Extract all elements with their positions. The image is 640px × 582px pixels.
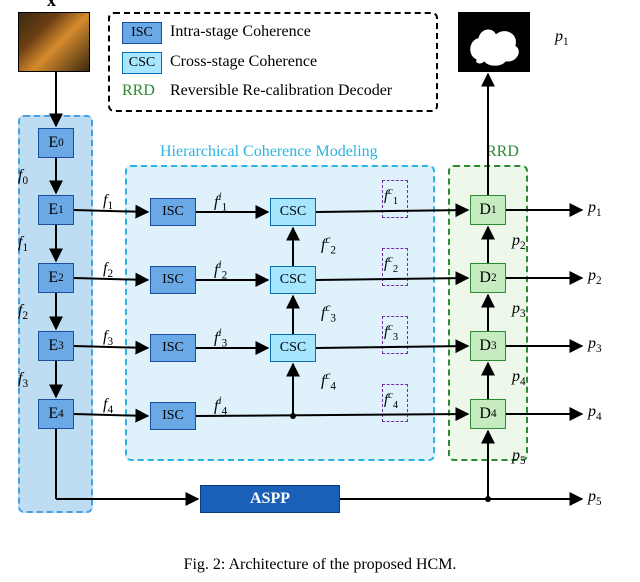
hcm-title: Hierarchical Coherence Modeling	[160, 143, 378, 161]
fc4-vert-label: fc4	[321, 370, 336, 393]
csc-3: CSC	[270, 334, 316, 362]
isc-4: ISC	[150, 402, 196, 430]
figure-caption: Fig. 2: Architecture of the proposed HCM…	[0, 556, 640, 574]
legend-csc-icon: CSC	[122, 52, 162, 74]
legend-rrd-code: RRD	[122, 82, 155, 100]
fc2-label: fc2	[384, 254, 398, 275]
p2-vert-label: p2	[512, 232, 526, 252]
fc4-label: fc4	[384, 390, 398, 411]
csc-2: CSC	[270, 266, 316, 294]
p3-vert-label: p3	[512, 300, 526, 320]
fi3-label: fi3	[214, 327, 227, 350]
isc-2: ISC	[150, 266, 196, 294]
fi4-label: fi4	[214, 395, 227, 418]
p2-right-label: p2	[588, 267, 602, 287]
f4-right-label: f4	[103, 396, 113, 416]
p1-right-label: p1	[588, 199, 602, 219]
fc2-vert-label: fc2	[321, 234, 336, 257]
p3-right-label: p3	[588, 335, 602, 355]
encoder-E3: E3	[38, 331, 74, 361]
f1-enc-label: f1	[18, 234, 28, 254]
legend-isc-text: Intra-stage Coherence	[170, 23, 311, 41]
decoder-D2: D2	[470, 263, 506, 293]
span: x	[47, 0, 56, 10]
rrd-title: RRD	[486, 143, 519, 161]
fc3-vert-label: fc3	[321, 302, 336, 325]
f1-right-label: f1	[103, 192, 113, 212]
p4-vert-label: p4	[512, 368, 526, 388]
input-x-label: x	[47, 0, 56, 11]
f0-enc-label: f0	[18, 167, 28, 187]
f2-right-label: f2	[103, 260, 113, 280]
encoder-E4: E4	[38, 399, 74, 429]
legend-isc-icon: ISC	[122, 22, 162, 44]
p5-vert-label: p5	[512, 447, 526, 467]
encoder-E1: E1	[38, 195, 74, 225]
decoder-D3: D3	[470, 331, 506, 361]
csc-1: CSC	[270, 198, 316, 226]
input-image	[18, 12, 90, 72]
f3-right-label: f3	[103, 328, 113, 348]
fi1-label: fi1	[214, 191, 227, 214]
isc-3: ISC	[150, 334, 196, 362]
decoder-D4: D4	[470, 399, 506, 429]
p4-right-label: p4	[588, 403, 602, 423]
output-p1-label: p1	[555, 28, 569, 48]
encoder-E2: E2	[38, 263, 74, 293]
decoder-D1: D1	[470, 195, 506, 225]
span: RRD	[122, 82, 155, 99]
encoder-E0: E0	[38, 128, 74, 158]
isc-1: ISC	[150, 198, 196, 226]
f2-enc-label: f2	[18, 302, 28, 322]
f3-enc-label: f3	[18, 370, 28, 390]
p5-right-label: p5	[588, 488, 602, 508]
fc3-label: fc3	[384, 322, 398, 343]
fc1-label: fc1	[384, 186, 398, 207]
legend-rrd-text: Reversible Re-calibration Decoder	[170, 82, 392, 100]
encoder-region	[18, 115, 93, 513]
fi2-label: fi2	[214, 259, 227, 282]
output-image	[458, 12, 530, 72]
aspp-block: ASPP	[200, 485, 340, 513]
legend-csc-text: Cross-stage Coherence	[170, 53, 317, 71]
